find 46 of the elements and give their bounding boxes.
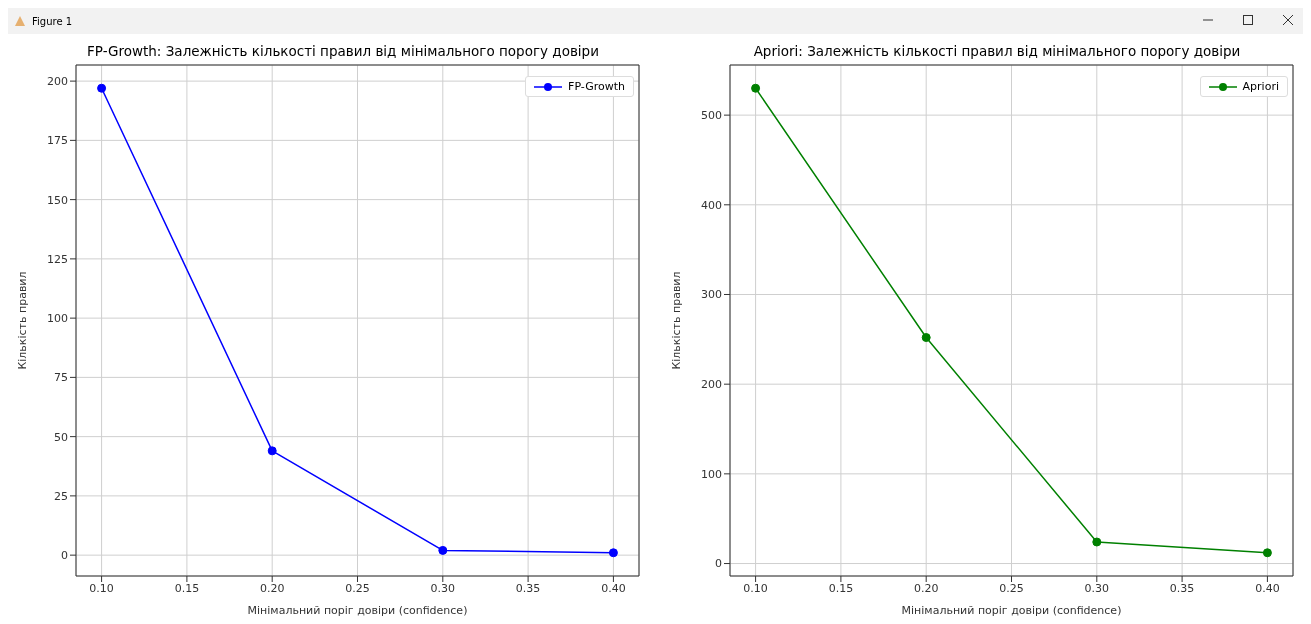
- y-tick-label: 75: [54, 371, 68, 385]
- y-tick-label: 200: [47, 75, 68, 89]
- legend-label: Apriori: [1242, 80, 1279, 93]
- chart-title: FP-Growth: Залежність кількості правил від мінімального порогу довіри: [86, 42, 600, 61]
- x-tick-label: 0.25: [999, 581, 1024, 595]
- y-tick-label: 125: [47, 252, 68, 266]
- y-tick-label: 0: [61, 549, 68, 563]
- x-tick-label: 0.20: [259, 581, 285, 595]
- caption: Figure 1: [32, 15, 73, 27]
- x-tick-label: 0.40: [601, 581, 626, 595]
- x-tick-label: 0.15: [174, 581, 200, 595]
- point: [921, 333, 931, 343]
- point: [751, 83, 761, 93]
- x-tick-label: 0.35: [515, 581, 541, 595]
- point: [1092, 537, 1102, 547]
- y-tick-label: 150: [47, 193, 68, 207]
- y-tick-label: 0: [715, 557, 722, 571]
- x-tick-label: 0.35: [1169, 581, 1195, 595]
- point: [267, 446, 277, 456]
- y-axis-title: Кількість правил: [15, 271, 29, 370]
- x-tick-label: 0.25: [345, 581, 370, 595]
- y-tick-label: 500: [701, 109, 722, 123]
- x-axis-title: Мінімальний поріг довіри (confidence): [247, 604, 468, 617]
- x-tick-label: 0.15: [828, 581, 854, 595]
- y-tick-label: 175: [47, 134, 68, 148]
- y-tick-label: 25: [54, 489, 68, 503]
- y-tick-label: 100: [701, 467, 722, 481]
- x-tick-label: 0.20: [913, 581, 939, 595]
- x-tick-label: 0.30: [430, 581, 456, 595]
- point: [1262, 548, 1272, 558]
- x-tick-label: 0.30: [1084, 581, 1110, 595]
- x-tick-label: 0.40: [1255, 581, 1280, 595]
- y-tick-label: 400: [701, 198, 722, 212]
- y-axis-title: Кількість правил: [669, 271, 683, 370]
- point: [438, 545, 448, 555]
- point: [97, 83, 107, 93]
- point: [608, 548, 618, 558]
- x-tick-label: 0.10: [89, 581, 114, 595]
- x-tick-label: 0.10: [743, 581, 768, 595]
- legend-label: FP-Growth: [568, 80, 625, 93]
- y-tick-label: 200: [701, 378, 722, 392]
- y-tick-label: 50: [54, 430, 68, 444]
- y-tick-label: 100: [47, 312, 68, 326]
- x-axis-title: Мінімальний поріг довіри (confidence): [901, 604, 1122, 617]
- chart-title: Apriori: Залежність кількості правил від мінімального порогу довіри: [752, 42, 1242, 61]
- y-tick-label: 300: [701, 288, 722, 302]
